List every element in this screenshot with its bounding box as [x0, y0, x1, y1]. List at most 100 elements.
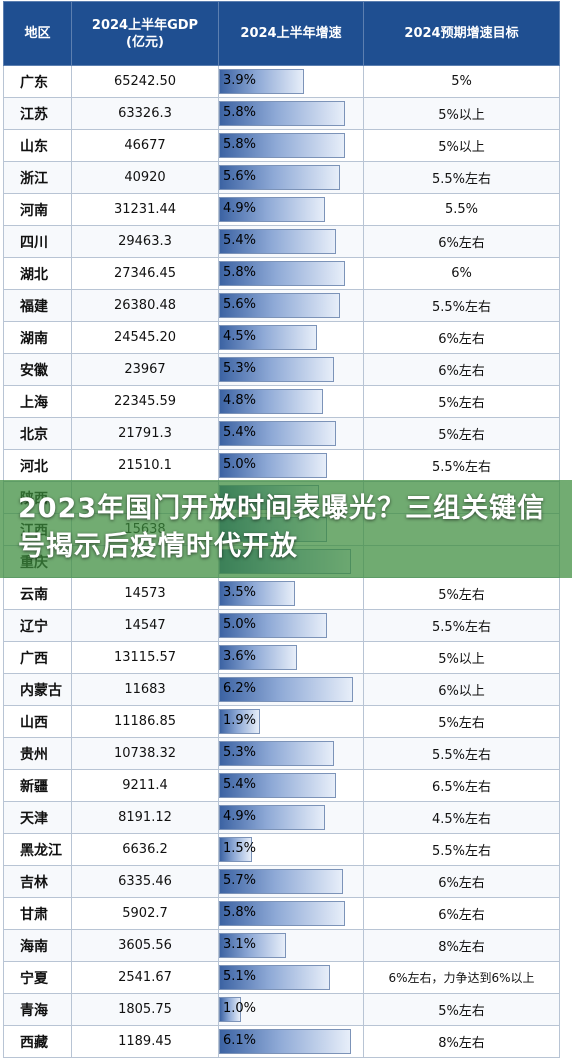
- cell-gdp: 29463.3: [71, 225, 219, 258]
- cell-gdp: 13115.57: [71, 641, 219, 674]
- cell-gdp: 3605.56: [71, 929, 219, 962]
- growth-bar: [219, 613, 327, 638]
- growth-bar: [219, 389, 323, 414]
- growth-value: 4.9%: [223, 201, 257, 216]
- header-gdp: 2024上半年GDP (亿元): [71, 1, 219, 66]
- cell-growth: 1.0%: [218, 993, 364, 1026]
- growth-value: 5.8%: [223, 265, 257, 280]
- cell-growth: 5.1%: [218, 961, 364, 994]
- growth-value: 3.1%: [223, 937, 257, 952]
- cell-target: 5%左右: [363, 577, 560, 610]
- header-target: 2024预期增速目标: [363, 1, 560, 66]
- cell-growth: 5.4%: [218, 417, 364, 450]
- growth-bar: [219, 133, 345, 158]
- cell-region: 山东: [3, 129, 72, 162]
- cell-target: 6%左右: [363, 353, 560, 386]
- cell-gdp: 26380.48: [71, 289, 219, 322]
- growth-value: 3.5%: [223, 585, 257, 600]
- table-row: 辽宁 14547 5.0% 5.5%左右: [3, 609, 560, 642]
- cell-region: 河南: [3, 193, 72, 226]
- growth-bar: [219, 645, 297, 670]
- cell-gdp: 2541.67: [71, 961, 219, 994]
- growth-value: 5.8%: [223, 905, 257, 920]
- cell-gdp: 1189.45: [71, 1025, 219, 1058]
- cell-gdp: 6636.2: [71, 833, 219, 866]
- cell-growth: 4.8%: [218, 385, 364, 418]
- cell-target: 5%左右: [363, 705, 560, 738]
- growth-bar: [219, 101, 345, 126]
- growth-value: 4.9%: [223, 809, 257, 824]
- cell-gdp: 9211.4: [71, 769, 219, 802]
- cell-growth: 5.7%: [218, 865, 364, 898]
- table-row: 山东 46677 5.8% 5%以上: [3, 129, 560, 162]
- gdp-table-container: 地区 2024上半年GDP (亿元) 2024上半年增速 2024预期增速目标 …: [3, 1, 560, 1058]
- cell-gdp: 8191.12: [71, 801, 219, 834]
- cell-target: 8%左右: [363, 929, 560, 962]
- cell-region: 河北: [3, 449, 72, 482]
- growth-value: 5.4%: [223, 425, 257, 440]
- cell-target: 5.5%左右: [363, 833, 560, 866]
- cell-gdp: 14547: [71, 609, 219, 642]
- cell-growth: 5.3%: [218, 737, 364, 770]
- cell-target: 5%左右: [363, 993, 560, 1026]
- cell-growth: 4.9%: [218, 193, 364, 226]
- cell-target: 4.5%左右: [363, 801, 560, 834]
- cell-growth: 5.0%: [218, 609, 364, 642]
- cell-growth: 5.8%: [218, 897, 364, 930]
- cell-region: 天津: [3, 801, 72, 834]
- gdp-table: 地区 2024上半年GDP (亿元) 2024上半年增速 2024预期增速目标 …: [3, 1, 560, 1058]
- cell-growth: 1.9%: [218, 705, 364, 738]
- cell-gdp: 65242.50: [71, 65, 219, 98]
- cell-target: 5%左右: [363, 385, 560, 418]
- cell-growth: 5.6%: [218, 289, 364, 322]
- table-row: 吉林 6335.46 5.7% 6%左右: [3, 865, 560, 898]
- cell-gdp: 6335.46: [71, 865, 219, 898]
- cell-growth: 5.8%: [218, 257, 364, 290]
- cell-region: 内蒙古: [3, 673, 72, 706]
- table-row: 北京 21791.3 5.4% 5%左右: [3, 417, 560, 450]
- cell-region: 四川: [3, 225, 72, 258]
- table-row: 黑龙江 6636.2 1.5% 5.5%左右: [3, 833, 560, 866]
- cell-gdp: 21510.1: [71, 449, 219, 482]
- cell-target: 5.5%: [363, 193, 560, 226]
- cell-target: 6%左右: [363, 321, 560, 354]
- table-row: 河南 31231.44 4.9% 5.5%: [3, 193, 560, 226]
- table-row: 四川 29463.3 5.4% 6%左右: [3, 225, 560, 258]
- table-row: 上海 22345.59 4.8% 5%左右: [3, 385, 560, 418]
- growth-bar: [219, 933, 286, 958]
- growth-bar: [219, 69, 304, 94]
- growth-bar: [219, 741, 334, 766]
- growth-value: 6.1%: [223, 1033, 257, 1048]
- cell-region: 福建: [3, 289, 72, 322]
- table-row: 河北 21510.1 5.0% 5.5%左右: [3, 449, 560, 482]
- growth-value: 5.6%: [223, 297, 257, 312]
- cell-growth: 3.9%: [218, 65, 364, 98]
- table-row: 浙江 40920 5.6% 5.5%左右: [3, 161, 560, 194]
- growth-value: 5.3%: [223, 745, 257, 760]
- cell-target: 5%: [363, 65, 560, 98]
- header-growth: 2024上半年增速: [218, 1, 364, 66]
- cell-growth: 5.8%: [218, 129, 364, 162]
- growth-bar: [219, 229, 336, 254]
- cell-gdp: 63326.3: [71, 97, 219, 130]
- cell-target: 6%左右: [363, 225, 560, 258]
- cell-gdp: 22345.59: [71, 385, 219, 418]
- cell-gdp: 23967: [71, 353, 219, 386]
- growth-value: 3.9%: [223, 73, 257, 88]
- cell-growth: 5.8%: [218, 97, 364, 130]
- growth-value: 4.8%: [223, 393, 257, 408]
- cell-gdp: 14573: [71, 577, 219, 610]
- cell-region: 青海: [3, 993, 72, 1026]
- cell-region: 西藏: [3, 1025, 72, 1058]
- cell-growth: 3.5%: [218, 577, 364, 610]
- table-row: 甘肃 5902.7 5.8% 6%左右: [3, 897, 560, 930]
- cell-region: 甘肃: [3, 897, 72, 930]
- table-row: 海南 3605.56 3.1% 8%左右: [3, 929, 560, 962]
- cell-growth: 3.6%: [218, 641, 364, 674]
- cell-gdp: 11186.85: [71, 705, 219, 738]
- cell-region: 宁夏: [3, 961, 72, 994]
- cell-target: 6%以上: [363, 673, 560, 706]
- table-body: 广东 65242.50 3.9% 5% 江苏 63326.3 5.8% 5%以上 山东 46677…: [3, 65, 560, 1058]
- growth-bar: [219, 293, 340, 318]
- cell-target: 5%以上: [363, 97, 560, 130]
